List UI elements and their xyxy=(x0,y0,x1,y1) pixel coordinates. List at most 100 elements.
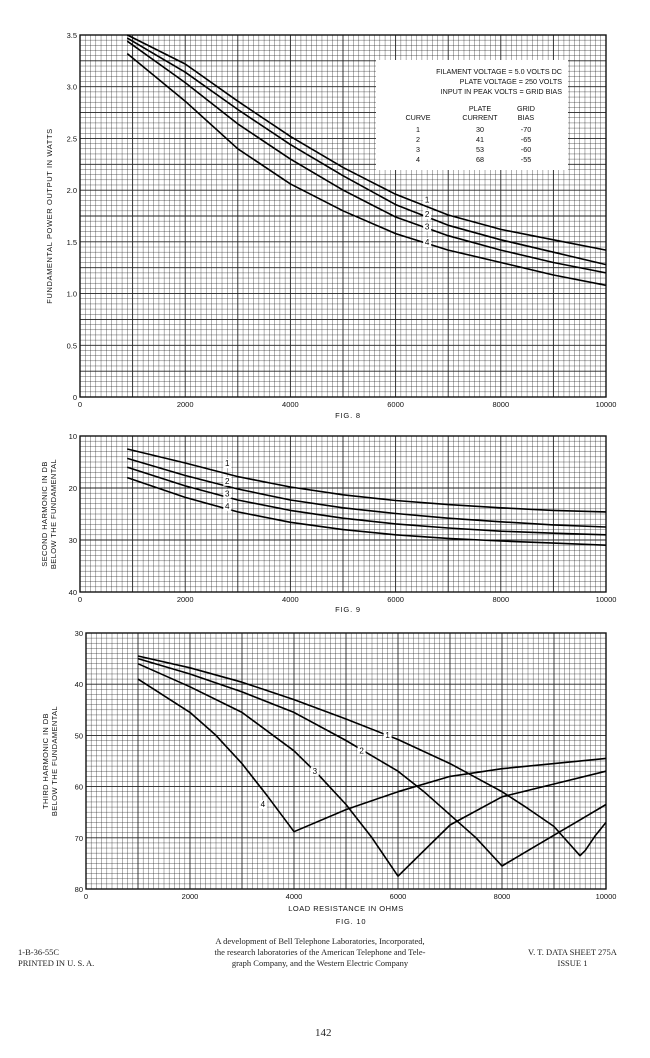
legend-row-plate-current: 68 xyxy=(476,155,484,164)
series-label-bg-3 xyxy=(223,489,232,499)
series-label-bg-4 xyxy=(223,501,232,511)
series-label-bg-3 xyxy=(423,222,432,232)
footer-credit-line-2: the research laboratories of the America… xyxy=(214,947,426,957)
legend-row-curve: 3 xyxy=(416,145,420,154)
legend-row-curve: 2 xyxy=(416,135,420,144)
figure-caption: FIG. 9 xyxy=(335,605,361,614)
y-axis-label: FUNDAMENTAL POWER OUTPUT IN WATTS xyxy=(45,128,54,304)
x-tick-label: 4000 xyxy=(286,892,303,901)
legend-col-plate-1: PLATE xyxy=(469,104,491,113)
legend-row-grid-bias: -60 xyxy=(521,145,531,154)
legend-row-grid-bias: -65 xyxy=(521,135,531,144)
series-label-3: 3 xyxy=(313,767,318,776)
y-tick-label: 30 xyxy=(69,536,77,545)
chart-3: 0 2000 4000 6000 8000 10000 30 40 50 60 70 80 THIRD … xyxy=(41,629,616,926)
y-tick-label: 2.0 xyxy=(67,186,77,195)
x-tick-label: 4000 xyxy=(282,400,299,409)
y-axis-label-line-2: BELOW THE FUNDAMENTAL xyxy=(50,706,59,816)
y-tick-label: 40 xyxy=(69,588,77,597)
x-tick-label: 0 xyxy=(78,400,82,409)
legend-row-plate-current: 53 xyxy=(476,145,484,154)
series-label-bg-2 xyxy=(357,746,366,756)
series-label-1: 1 xyxy=(385,731,390,740)
series-label-3: 3 xyxy=(425,222,430,231)
x-tick-label: 6000 xyxy=(387,400,404,409)
series-line-3 xyxy=(126,40,607,274)
y-axis-label-line-1: THIRD HARMONIC IN DB xyxy=(41,713,50,809)
y-tick-label: 60 xyxy=(75,783,83,792)
x-tick-label: 10000 xyxy=(596,400,617,409)
plot-frame xyxy=(79,34,607,398)
series-label-bg-4 xyxy=(258,800,267,810)
x-tick-label: 8000 xyxy=(492,400,509,409)
legend-col-grid-1: GRID xyxy=(517,104,535,113)
plot-frame xyxy=(79,435,607,593)
y-tick-label: 2.5 xyxy=(67,134,77,143)
legend-condition-2: PLATE VOLTAGE = 250 VOLTS xyxy=(460,77,563,86)
legend-background xyxy=(376,60,568,170)
chart-1: 0 2000 4000 6000 8000 10000 0 0.5 1.0 1.5 2.0 2.5 3.… xyxy=(45,31,616,420)
series-label-bg-4 xyxy=(423,237,432,247)
plot-frame xyxy=(85,632,607,890)
series-label-4: 4 xyxy=(425,238,430,247)
series-label-4: 4 xyxy=(261,800,266,809)
x-tick-label: 2000 xyxy=(182,892,199,901)
footer-left: 1-B-36-55C PRINTED IN U. S. A. xyxy=(18,947,94,969)
y-tick-label: 50 xyxy=(75,731,83,740)
x-tick-label: 0 xyxy=(84,892,88,901)
series-label-1: 1 xyxy=(425,196,430,205)
x-tick-label: 2000 xyxy=(177,400,194,409)
legend-col-curve: CURVE xyxy=(405,113,430,122)
series-label-3: 3 xyxy=(225,489,230,498)
footer-center: A development of Bell Telephone Laborato… xyxy=(170,936,470,969)
footer-credit-line-3: graph Company, and the Western Electric … xyxy=(231,958,409,968)
series-line-1 xyxy=(127,448,607,513)
series-line-2 xyxy=(127,457,607,528)
page-number: 142 xyxy=(315,1027,332,1039)
footer-printed: PRINTED IN U. S. A. xyxy=(18,958,95,968)
series-line-1 xyxy=(126,34,607,251)
legend-col-grid-2: BIAS xyxy=(518,113,535,122)
footer-issue: ISSUE 1 xyxy=(557,958,588,968)
series-label-bg-3 xyxy=(310,766,319,776)
footer-right: V. T. DATA SHEET 275A ISSUE 1 xyxy=(505,947,640,969)
legend-row-grid-bias: -55 xyxy=(521,155,531,164)
legend-row-plate-current: 30 xyxy=(476,125,484,134)
legend-condition-3: INPUT IN PEAK VOLTS = GRID BIAS xyxy=(441,87,563,96)
x-tick-label: 8000 xyxy=(494,892,511,901)
series-label-bg-1 xyxy=(223,459,232,469)
series-line-2 xyxy=(137,657,607,867)
y-tick-label: 80 xyxy=(75,885,83,894)
x-tick-label: 8000 xyxy=(492,595,509,604)
series-label-2: 2 xyxy=(425,210,430,219)
series-line-4 xyxy=(126,52,607,287)
legend-condition-1: FILAMENT VOLTAGE = 5.0 VOLTS DC xyxy=(436,67,562,76)
series-label-4: 4 xyxy=(225,502,230,511)
y-tick-label: 0 xyxy=(73,393,77,402)
x-tick-label: 2000 xyxy=(177,595,194,604)
series-label-bg-1 xyxy=(383,730,392,740)
x-tick-label: 10000 xyxy=(596,595,617,604)
series-label-bg-2 xyxy=(223,476,232,486)
y-tick-label: 3.5 xyxy=(67,31,77,40)
footer-code: 1-B-36-55C xyxy=(18,947,60,957)
legend-row-grid-bias: -70 xyxy=(521,125,531,134)
legend-row-curve: 1 xyxy=(416,125,420,134)
footer-sheet-title: V. T. DATA SHEET 275A xyxy=(528,947,617,957)
series-label-bg-1 xyxy=(423,195,432,205)
legend-row-plate-current: 41 xyxy=(476,135,484,144)
y-tick-label: 3.0 xyxy=(67,83,77,92)
y-axis-label-line-2: BELOW THE FUNDAMENTAL xyxy=(49,459,58,569)
x-tick-label: 6000 xyxy=(390,892,407,901)
figure-caption: FIG. 10 xyxy=(336,917,367,926)
series-line-3 xyxy=(127,466,607,536)
y-axis-label-line-1: SECOND HARMONIC IN DB xyxy=(40,461,49,567)
y-tick-label: 0.5 xyxy=(67,341,77,350)
series-label-2: 2 xyxy=(359,746,364,755)
chart-grid xyxy=(79,435,607,593)
series-line-1 xyxy=(137,655,607,857)
y-tick-label: 10 xyxy=(69,432,77,441)
x-axis-label: LOAD RESISTANCE IN OHMS xyxy=(288,904,404,913)
